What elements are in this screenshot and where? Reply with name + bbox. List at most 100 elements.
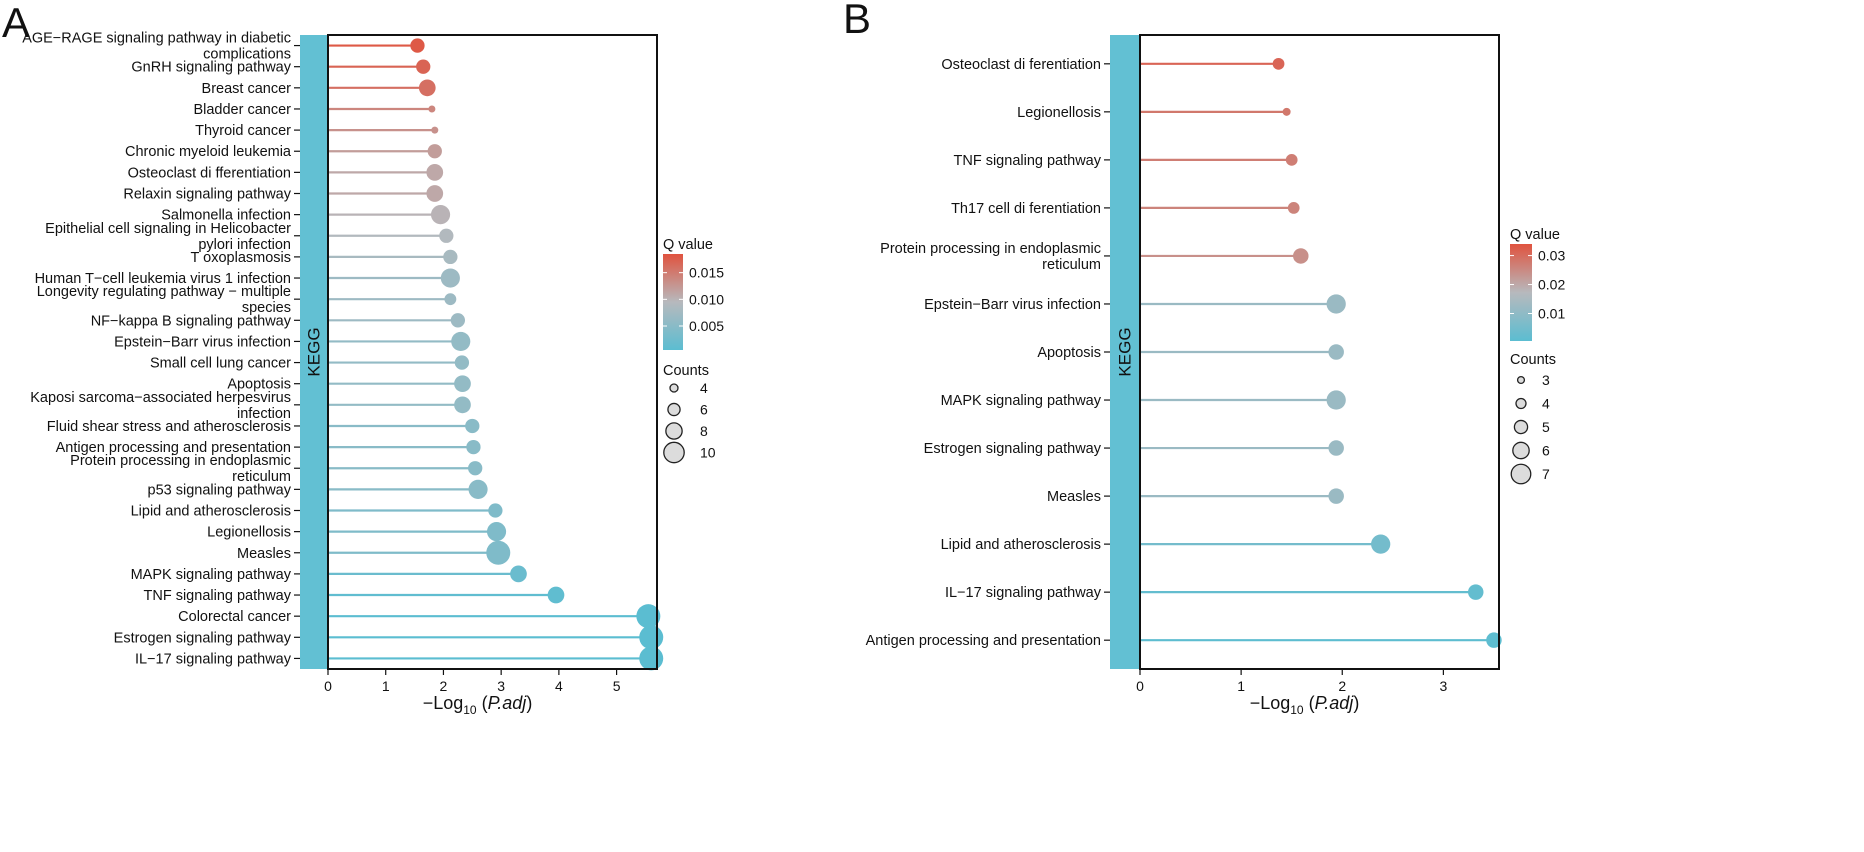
- category-label: T oxoplasmosis: [191, 250, 291, 266]
- point: [510, 565, 527, 583]
- point: [439, 228, 454, 243]
- point: [466, 439, 481, 455]
- category-label: Osteoclast di fferentiation: [128, 165, 291, 181]
- point: [639, 646, 664, 671]
- category-label: Breast cancer: [202, 81, 292, 97]
- point: [451, 331, 471, 352]
- x-tick-label: 0: [1136, 678, 1144, 694]
- strip-label: KEGG: [1116, 327, 1135, 376]
- point: [547, 586, 565, 604]
- category-label: Estrogen signaling pathway: [114, 630, 292, 646]
- point: [636, 604, 661, 629]
- category-label: complications: [203, 47, 291, 63]
- x-tick-label: 4: [555, 678, 563, 694]
- x-tick-label: 2: [1338, 678, 1346, 694]
- category-label: IL−17 signaling pathway: [945, 585, 1102, 601]
- category-label: Thyroid cancer: [195, 123, 291, 139]
- point: [1326, 294, 1346, 314]
- point: [1287, 202, 1300, 214]
- panel-label: A: [2, 0, 30, 46]
- legend-size-circle: [669, 383, 679, 393]
- panel-b: B KEGG Antigen processing and presentation…: [843, 0, 1565, 717]
- category-label: Small cell lung cancer: [150, 356, 291, 372]
- x-tick-label: 1: [382, 678, 390, 694]
- category-label: Apoptosis: [227, 377, 291, 393]
- panel-a: A KEGG IL−17 signaling pathway Estrogen sig…: [2, 0, 724, 717]
- category-label: Chronic myeloid leukemia: [125, 144, 292, 160]
- category-label: Human T−cell leukemia virus 1 infection: [35, 271, 291, 287]
- category-label: Osteoclast di ferentiation: [941, 57, 1101, 73]
- category-label: MAPK signaling pathway: [941, 393, 1102, 409]
- category-label: Salmonella infection: [161, 208, 291, 224]
- point: [486, 522, 507, 542]
- legend-color-title: Q value: [663, 237, 713, 253]
- point: [454, 355, 470, 370]
- legend-size-circle: [665, 422, 683, 440]
- x-tick-label: 3: [497, 678, 505, 694]
- category-label: Measles: [237, 546, 291, 562]
- category-label: Kaposi sarcoma−associated herpesvirus: [30, 390, 291, 406]
- legend-size-label: 6: [1542, 443, 1550, 459]
- legend-color-label: 0.015: [689, 265, 724, 281]
- x-tick-label: 0: [324, 678, 332, 694]
- category-label: infection: [237, 406, 291, 422]
- point: [1326, 390, 1346, 410]
- point: [1282, 107, 1291, 116]
- point: [465, 418, 480, 434]
- category-label: TNF signaling pathway: [954, 153, 1102, 169]
- point: [1467, 584, 1484, 600]
- point: [430, 205, 451, 225]
- category-label: Protein processing in endoplasmic: [880, 241, 1101, 257]
- legend-color-label: 0.02: [1538, 277, 1565, 293]
- point: [488, 503, 503, 518]
- category-label: TNF signaling pathway: [144, 588, 292, 604]
- category-label: Colorectal cancer: [178, 609, 291, 625]
- point: [486, 540, 511, 565]
- point: [639, 625, 664, 650]
- legend-size-circle: [663, 441, 685, 464]
- point: [454, 375, 471, 393]
- category-label: Estrogen signaling pathway: [924, 441, 1102, 457]
- legend-size-label: 6: [700, 402, 708, 418]
- point: [450, 313, 466, 328]
- point: [1285, 154, 1298, 166]
- point: [427, 144, 442, 159]
- category-label: MAPK signaling pathway: [131, 567, 292, 583]
- legend-color-bar: [1510, 244, 1532, 341]
- category-label: Legionellosis: [207, 525, 291, 541]
- plot-frame: [327, 34, 658, 670]
- category-label: reticulum: [232, 469, 291, 485]
- strip-background: [300, 35, 328, 669]
- point: [1328, 488, 1344, 504]
- point: [416, 59, 431, 74]
- category-label: species: [242, 300, 291, 316]
- legend-color-label: 0.01: [1538, 305, 1565, 321]
- category-label: reticulum: [1042, 257, 1101, 273]
- point: [1486, 632, 1502, 648]
- category-label: Legionellosis: [1017, 105, 1101, 121]
- category-label: Lipid and atherosclerosis: [131, 504, 291, 520]
- legend-size-label: 3: [1542, 372, 1550, 388]
- point: [1328, 344, 1344, 360]
- category-label: p53 signaling pathway: [148, 482, 292, 498]
- x-tick-label: 2: [440, 678, 448, 694]
- point: [1272, 57, 1285, 70]
- category-label: Fluid shear stress and atherosclerosis: [47, 419, 291, 435]
- legend-size-circle: [1513, 419, 1529, 435]
- point: [468, 479, 488, 499]
- plot-frame: [1139, 34, 1500, 670]
- category-label: Protein processing in endoplasmic: [70, 453, 291, 469]
- point: [1371, 534, 1391, 554]
- category-label: IL−17 signaling pathway: [135, 651, 292, 667]
- x-tick-label: 1: [1237, 678, 1245, 694]
- legend-color-label: 0.03: [1538, 248, 1565, 264]
- category-label: NF−kappa B signaling pathway: [91, 313, 292, 329]
- legend-size-circle: [1512, 441, 1530, 460]
- category-label: Measles: [1047, 489, 1101, 505]
- panel-label: B: [843, 0, 871, 42]
- legend-size-circle: [1516, 375, 1526, 385]
- x-axis-title: −Log10 (P.adj): [423, 693, 533, 717]
- legend-color-label: 0.010: [689, 291, 724, 307]
- point: [431, 126, 439, 134]
